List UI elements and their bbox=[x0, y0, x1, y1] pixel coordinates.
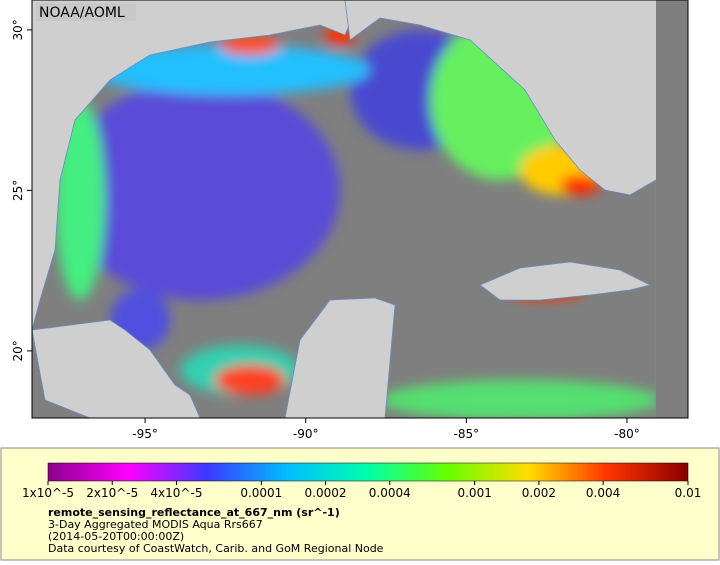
no-data bbox=[656, 0, 688, 418]
colorbar-tick-label: 0.0001 bbox=[240, 486, 282, 500]
colorbar-tick-label: 1x10^-5 bbox=[22, 486, 74, 500]
colorbar-tick-label: 0.01 bbox=[675, 486, 702, 500]
colorbar-tick-label: 4x10^-5 bbox=[150, 486, 202, 500]
credit-box bbox=[36, 3, 136, 21]
colorbar bbox=[47, 462, 689, 482]
colorbar-tick-label: 0.0002 bbox=[305, 486, 347, 500]
y-tick-label: 20° bbox=[11, 340, 25, 361]
colorbar-tick-label: 2x10^-5 bbox=[86, 486, 138, 500]
info-line: 3-Day Aggregated MODIS Aqua Rrs667 bbox=[48, 518, 263, 531]
map-frame bbox=[31, 0, 689, 419]
land bbox=[32, 0, 688, 418]
colorbar-tick-label: 0.001 bbox=[457, 486, 491, 500]
x-tick-label: -85° bbox=[454, 427, 480, 441]
colorbar-tick-label: 0.002 bbox=[522, 486, 556, 500]
colorbar-tick-label: 0.0004 bbox=[369, 486, 411, 500]
info-line: (2014-05-20T00:00:00Z) bbox=[48, 530, 184, 543]
info-line: Data courtesy of CoastWatch, Carib. and … bbox=[48, 542, 384, 555]
x-tick-label: -80° bbox=[614, 427, 640, 441]
x-tick-label: -95° bbox=[132, 427, 158, 441]
map-area bbox=[32, 0, 688, 418]
colorbar-title: remote_sensing_reflectance_at_667_nm (sr… bbox=[48, 506, 340, 519]
y-tick-label: 30° bbox=[11, 19, 25, 40]
x-tick-label: -90° bbox=[293, 427, 319, 441]
credit: NOAA/AOML bbox=[39, 5, 125, 21]
y-tick-label: 25° bbox=[11, 180, 25, 201]
colorbar-tick-label: 0.004 bbox=[586, 486, 620, 500]
